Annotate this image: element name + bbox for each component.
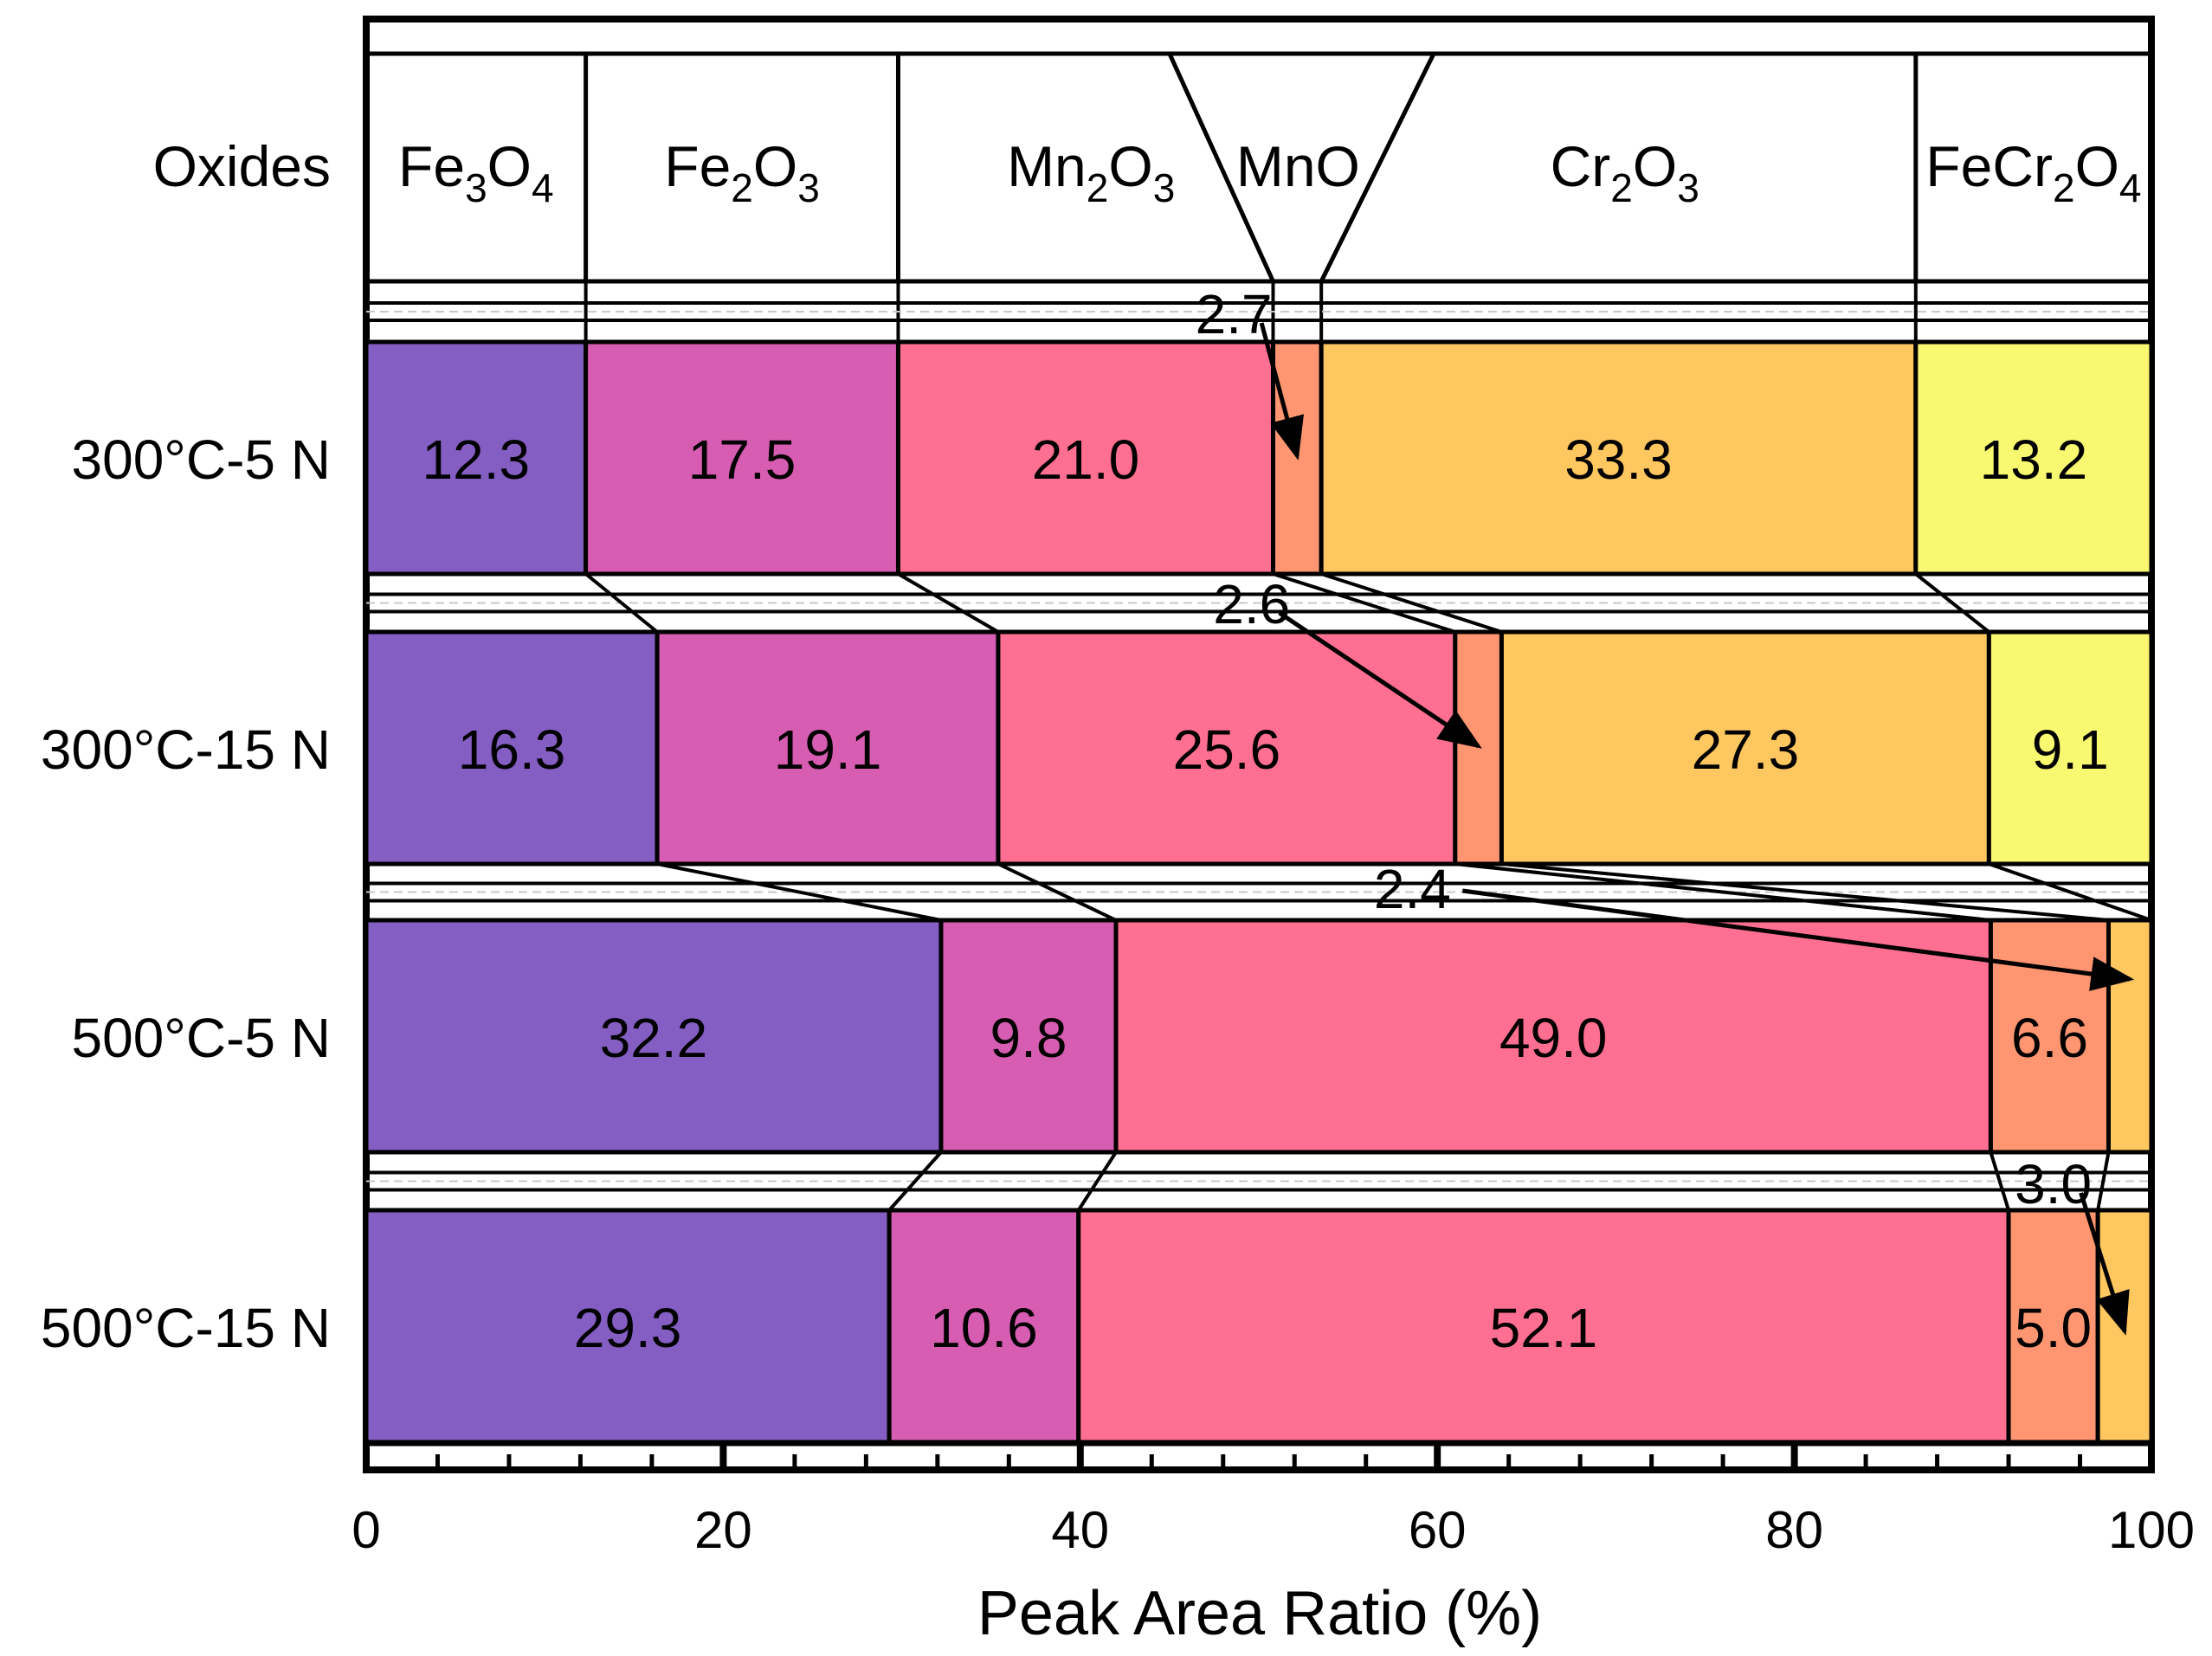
callout-arrow [1259, 322, 1305, 461]
data-label: 25.6 [1173, 718, 1281, 781]
x-tick-label: 20 [694, 1501, 752, 1559]
connector-line [1272, 572, 1456, 634]
connector-line [656, 862, 942, 922]
bar-segment [1453, 629, 1504, 867]
data-label: 9.1 [2032, 718, 2109, 781]
legend-label: Cr2O3 [1551, 134, 1699, 210]
data-label: 6.6 [2011, 1007, 2088, 1069]
header-divider [1167, 52, 1275, 283]
callout-label: 2.6 [1213, 573, 1290, 635]
bar-segment [1319, 339, 1919, 577]
bar-segment [1986, 629, 2154, 867]
labels-layer: 12.3 17.5 21.0 33.3 13.2 300°C-5 N 2.7 16.3 19.1… [41, 283, 2135, 1359]
connector-line [1988, 862, 2152, 922]
connector-line [1914, 572, 1990, 634]
category-label: 300°C-5 N [72, 428, 332, 491]
bar-segment [584, 339, 900, 577]
data-label: 12.3 [422, 428, 531, 491]
x-tick-label: 60 [1409, 1501, 1467, 1559]
connector-line [887, 1150, 943, 1212]
callout-arrow [2079, 1192, 2130, 1336]
callout-arrow [1278, 610, 1482, 749]
legend-label: FeCr2O4 [1925, 134, 2141, 210]
bar-segment [1988, 918, 2112, 1155]
callout-label: 2.4 [1374, 858, 1451, 920]
connector-line [1077, 1150, 1118, 1212]
bar-segment [2006, 1208, 2100, 1445]
x-tick-label: 0 [351, 1501, 380, 1559]
data-label: 32.2 [600, 1007, 708, 1069]
callout-label: 3.0 [2015, 1153, 2092, 1215]
data-label: 19.1 [774, 718, 882, 781]
x-tick-label: 40 [1051, 1501, 1109, 1559]
bar-segment [2106, 918, 2154, 1155]
data-label: 27.3 [1692, 718, 1800, 781]
category-label: 500°C-5 N [72, 1007, 332, 1069]
header-legend-row: Fe3O4 Fe2O3 Mn2O3 MnO Cr2O3 FeCr2O4 Oxides [153, 51, 2151, 284]
x-tick-label: 100 [2108, 1501, 2195, 1559]
data-label: 16.3 [458, 718, 566, 781]
bar-segment [364, 629, 660, 867]
legend-label: Mn2O3 [1007, 134, 1175, 210]
header-divider [1319, 52, 1436, 283]
bar-segment [1270, 339, 1324, 577]
callout-label: 2.7 [1196, 283, 1273, 345]
data-label: 10.6 [930, 1297, 1038, 1359]
connector-line [1501, 862, 2109, 922]
data-label: 49.0 [1499, 1007, 1608, 1069]
header-label: Oxides [153, 134, 331, 198]
bar-segment [887, 1208, 1081, 1445]
data-label: 5.0 [2015, 1297, 2092, 1359]
connector-line [584, 572, 659, 634]
bar-segment [895, 339, 1275, 577]
data-label: 9.8 [990, 1007, 1067, 1069]
bar-segment [1076, 1208, 2011, 1445]
x-tick-label: 80 [1765, 1501, 1823, 1559]
bar-segment [364, 339, 589, 577]
bar-segment [938, 918, 1119, 1155]
connector-line [897, 572, 999, 634]
category-label: 500°C-15 N [41, 1297, 331, 1359]
data-label: 33.3 [1564, 428, 1673, 491]
bars-layer [364, 339, 2154, 1445]
bar-segment [1913, 339, 2154, 577]
data-label: 29.3 [574, 1297, 682, 1359]
connector-line [1320, 572, 1503, 634]
data-label: 21.0 [1032, 428, 1140, 491]
legend-label: MnO [1236, 134, 1360, 198]
bar-segment [1499, 629, 1991, 867]
legend-label: Fe3O4 [398, 134, 554, 210]
x-axis-title: Peak Area Ratio (%) [977, 1579, 1542, 1648]
connector-line [1454, 862, 1991, 922]
category-label: 300°C-15 N [41, 718, 331, 781]
legend-label: Fe2O3 [664, 134, 820, 210]
x-axis: 0 20 40 60 80 100 [351, 1441, 2195, 1559]
connector-line [2096, 1151, 2111, 1211]
callout-arrow [1462, 888, 2135, 991]
connector-line [1989, 1151, 2010, 1211]
connector-line [997, 862, 1117, 922]
data-label: 52.1 [1490, 1297, 1598, 1359]
data-label: 17.5 [688, 428, 796, 491]
data-label: 13.2 [1980, 428, 2088, 491]
